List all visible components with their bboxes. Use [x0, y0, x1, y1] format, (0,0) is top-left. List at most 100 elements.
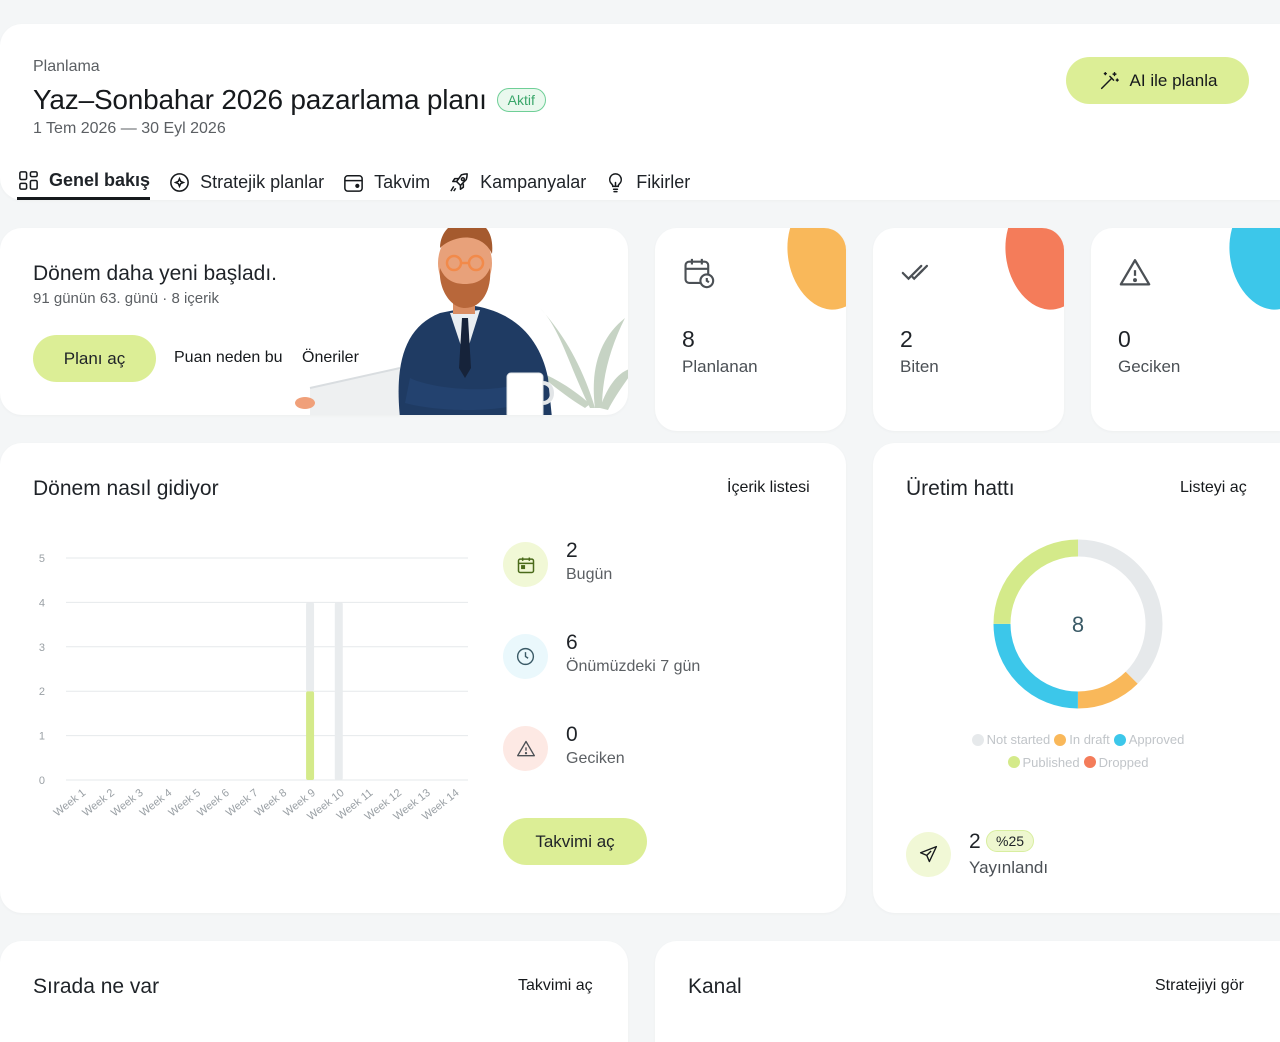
date-range: 1 Tem 2026 — 30 Eyl 2026 [33, 120, 226, 137]
suggestions-link[interactable]: Öneriler [302, 349, 359, 366]
stat-label: Planlanan [682, 357, 758, 376]
stat-accent-blob [996, 228, 1064, 317]
stat-value: 0 [1118, 326, 1131, 352]
why-score-link[interactable]: Puan neden bu [174, 349, 283, 366]
channel-card: Kanal Stratejiyi gör [655, 941, 1280, 1042]
calendar-icon [517, 557, 534, 573]
stat-accent-blob [778, 228, 846, 317]
stat-card-done[interactable]: 2 Biten [873, 228, 1064, 431]
published-percent-badge: %25 [986, 830, 1035, 852]
legend-label: Not started [986, 732, 1051, 747]
open-calendar-link[interactable]: Takvimi aç [518, 977, 593, 994]
legend-dot [1007, 756, 1020, 768]
page-title: Yaz–Sonbahar 2026 pazarlama planı [33, 84, 487, 115]
legend-dot [1083, 756, 1096, 768]
open-list-link[interactable]: Listeyi aç [1180, 479, 1247, 496]
stat-card-late[interactable]: 0 Geciken [1091, 228, 1280, 431]
published-value: 2 [969, 830, 981, 853]
legend-label: Published [1022, 754, 1080, 770]
view-strategy-link[interactable]: Stratejiyi gör [1155, 977, 1244, 994]
kpi-value: 2 [566, 539, 578, 562]
compass-icon [170, 172, 189, 192]
grid-icon [19, 171, 38, 190]
calendar-clock-icon [684, 258, 715, 289]
double-check-icon [901, 264, 929, 281]
tab-kampanyalar[interactable]: Kampanyalar [448, 164, 586, 200]
kpi-icon-circle [503, 542, 548, 587]
lightbulb-icon [609, 172, 623, 192]
kpi-value: 6 [566, 631, 578, 654]
legend-item[interactable]: Dropped [1083, 752, 1149, 773]
legend-dot [1054, 733, 1067, 746]
y-tick-label: 2 [39, 686, 45, 698]
y-tick-label: 0 [39, 775, 45, 787]
plan-header: Planlama Yaz–Sonbahar 2026 pazarlama pla… [0, 24, 1280, 200]
status-badge: Aktif [496, 88, 546, 112]
legend-label: Approved [1128, 732, 1185, 747]
ai-plan-label: AI ile planla [1129, 70, 1218, 90]
pipeline-donut-chart: 8 [993, 539, 1163, 709]
tab-label: Stratejik planlar [200, 171, 325, 192]
content-list-link[interactable]: İçerik listesi [727, 479, 810, 496]
kpi-icon-circle [503, 726, 548, 771]
pipeline-legend: Not started In draft Approved Published Drop… [903, 729, 1253, 774]
open-plan-button[interactable]: Planı aç [33, 335, 156, 382]
donut-segment [993, 539, 1163, 709]
calendar-icon [344, 174, 364, 192]
donut-segment [993, 539, 1163, 709]
tab-label: Takvim [374, 171, 431, 192]
card-title: Üretim hattı [906, 477, 1015, 500]
tab-fikirler[interactable]: Fikirler [604, 164, 690, 200]
open-calendar-button[interactable]: Takvimi aç [503, 818, 647, 865]
stat-label: Geciken [1118, 357, 1181, 376]
y-tick-label: 5 [39, 553, 45, 565]
legend-dot [1113, 733, 1126, 746]
legend-label: In draft [1069, 732, 1110, 747]
legend-label: Dropped [1098, 754, 1149, 770]
title-row: Yaz–Sonbahar 2026 pazarlama planı Aktif [33, 84, 546, 116]
published-icon-circle [906, 832, 951, 877]
ai-plan-button[interactable]: AI ile planla [1066, 57, 1249, 104]
legend-dot [971, 733, 984, 746]
up-next-card: Sırada ne var Takvimi aç [0, 941, 628, 1042]
stat-card-planned[interactable]: 8 Planlanan [655, 228, 846, 431]
y-tick-label: 1 [39, 731, 45, 743]
businessman-illustration [295, 228, 628, 415]
kpi-icon-circle [503, 634, 548, 679]
donut-total: 8 [1072, 612, 1084, 637]
hero-subtitle: 91 günün 63. günü · 8 içerik [33, 290, 219, 307]
card-title: Kanal [688, 975, 742, 998]
tab-label: Kampanyalar [480, 171, 587, 192]
send-icon [919, 845, 938, 863]
stat-value: 8 [682, 326, 695, 352]
bar [334, 602, 343, 780]
production-pipeline-card: Üretim hattı Listeyi aç 8 Not started In … [873, 443, 1280, 913]
kpi-label: Bugün [566, 566, 613, 583]
kpi-label: Önümüzdeki 7 gün [566, 658, 701, 675]
stat-label: Biten [900, 357, 939, 376]
tab-label: Fikirler [636, 171, 691, 192]
bar [306, 691, 315, 780]
kpi-value: 0 [566, 723, 578, 746]
legend-item[interactable]: Approved [1113, 729, 1185, 750]
period-progress-card: Dönem nasıl gidiyor İçerik listesi 0 1 2 3 4… [0, 443, 846, 913]
tab-genel-bakis[interactable]: Genel bakış [17, 164, 151, 200]
stat-accent-blob [1220, 228, 1280, 317]
tab-bar: Genel bakış Stratejik planlar Takvim Kam… [17, 164, 690, 200]
card-title: Dönem nasıl gidiyor [33, 477, 219, 500]
tab-stratejik-planlar[interactable]: Stratejik planlar [168, 164, 324, 200]
donut-segment [993, 539, 1163, 709]
legend-item[interactable]: Published [1007, 752, 1080, 773]
rocket-icon [450, 172, 469, 192]
hero-title: Dönem daha yeni başladı. [33, 262, 277, 285]
tab-label: Genel bakış [49, 170, 151, 190]
kpi-label: Geciken [566, 750, 625, 767]
clock-icon [516, 647, 535, 666]
tab-takvim[interactable]: Takvim [342, 164, 430, 200]
legend-item[interactable]: Not started [971, 729, 1051, 750]
published-label: Yayınlandı [969, 858, 1049, 877]
breadcrumb[interactable]: Planlama [33, 58, 100, 75]
magic-wand-icon [1100, 71, 1119, 89]
legend-item[interactable]: In draft [1054, 729, 1110, 750]
